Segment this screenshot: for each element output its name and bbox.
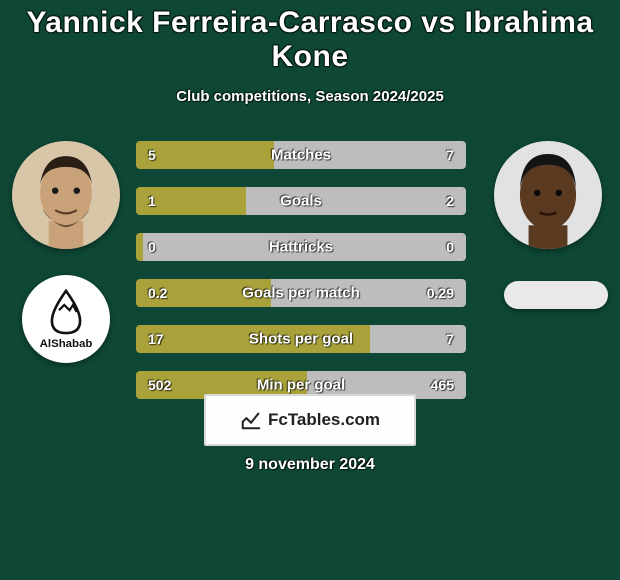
stat-label: Hattricks <box>136 239 466 256</box>
stat-row: 57Matches <box>136 141 466 169</box>
club-right-logo <box>504 281 608 309</box>
source-badge[interactable]: FcTables.com <box>204 394 416 446</box>
stat-label: Min per goal <box>136 377 466 394</box>
page-title: Yannick Ferreira-Carrasco vs Ibrahima Ko… <box>0 0 620 74</box>
stat-row: 12Goals <box>136 187 466 215</box>
subtitle: Club competitions, Season 2024/2025 <box>0 88 620 105</box>
svg-text:AlShabab: AlShabab <box>40 338 93 350</box>
comparison-card: Yannick Ferreira-Carrasco vs Ibrahima Ko… <box>0 0 620 580</box>
stat-label: Matches <box>136 147 466 164</box>
stat-label: Shots per goal <box>136 331 466 348</box>
player-left-icon <box>12 141 120 249</box>
stat-label: Goals <box>136 193 466 210</box>
club-left-logo: AlShabab <box>22 275 110 363</box>
chart-icon <box>240 409 262 431</box>
source-brand: FcTables.com <box>268 410 380 430</box>
date-label: 9 november 2024 <box>0 456 620 474</box>
player-right-avatar <box>494 141 602 249</box>
club-left-icon: AlShabab <box>22 275 110 363</box>
stat-bars: 57Matches 12Goals 00Hattricks 0.20.29Goals … <box>136 141 466 417</box>
stat-row: 0.20.29Goals per match <box>136 279 466 307</box>
player-left-avatar <box>12 141 120 249</box>
stat-row: 177Shots per goal <box>136 325 466 353</box>
stat-row: 00Hattricks <box>136 233 466 261</box>
player-right-icon <box>494 141 602 249</box>
content-area: AlShabab 57Matches 12Goals 00Hattricks 0.20… <box>0 137 620 417</box>
stat-label: Goals per match <box>136 285 466 302</box>
